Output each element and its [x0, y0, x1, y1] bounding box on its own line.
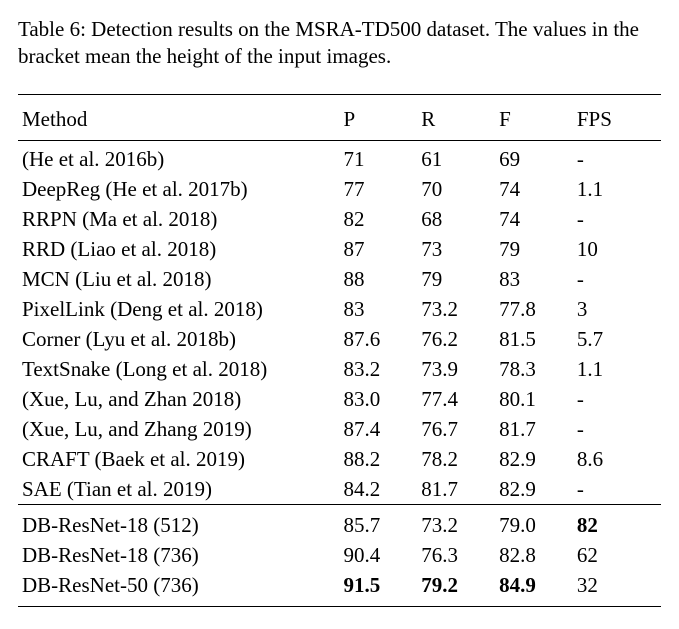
cell-p: 88.2 [340, 444, 418, 474]
table-row: DB-ResNet-50 (736)91.579.284.932 [18, 571, 661, 607]
cell-method: (Xue, Lu, and Zhan 2018) [18, 384, 340, 414]
cell-r: 76.2 [417, 324, 495, 354]
cell-f: 82.9 [495, 444, 573, 474]
cell-f: 79.0 [495, 505, 573, 541]
cell-fps: - [573, 140, 661, 174]
cell-fps: - [573, 414, 661, 444]
cell-method: TextSnake (Long et al. 2018) [18, 354, 340, 384]
cell-method: CRAFT (Baek et al. 2019) [18, 444, 340, 474]
cell-method: Corner (Lyu et al. 2018b) [18, 324, 340, 354]
cell-fps: 82 [573, 505, 661, 541]
cell-fps: - [573, 384, 661, 414]
cell-p: 83.2 [340, 354, 418, 384]
cell-p: 87.6 [340, 324, 418, 354]
cell-f: 82.9 [495, 474, 573, 505]
table-row: MCN (Liu et al. 2018)887983- [18, 264, 661, 294]
cell-fps: - [573, 264, 661, 294]
cell-f: 81.5 [495, 324, 573, 354]
col-header-f: F [495, 94, 573, 140]
table-row: (Xue, Lu, and Zhang 2019)87.476.781.7- [18, 414, 661, 444]
cell-r: 70 [417, 174, 495, 204]
cell-fps: 5.7 [573, 324, 661, 354]
cell-method: RRD (Liao et al. 2018) [18, 234, 340, 264]
cell-p: 88 [340, 264, 418, 294]
cell-p: 77 [340, 174, 418, 204]
table-row: CRAFT (Baek et al. 2019)88.278.282.98.6 [18, 444, 661, 474]
table-header-row: Method P R F FPS [18, 94, 661, 140]
table-row: DeepReg (He et al. 2017b)7770741.1 [18, 174, 661, 204]
cell-f: 84.9 [495, 571, 573, 607]
cell-r: 61 [417, 140, 495, 174]
cell-method: RRPN (Ma et al. 2018) [18, 204, 340, 234]
cell-p: 83.0 [340, 384, 418, 414]
table-row: RRPN (Ma et al. 2018)826874- [18, 204, 661, 234]
cell-f: 82.8 [495, 541, 573, 571]
cell-f: 79 [495, 234, 573, 264]
cell-r: 77.4 [417, 384, 495, 414]
table-row: DB-ResNet-18 (736)90.476.382.862 [18, 541, 661, 571]
cell-method: (He et al. 2016b) [18, 140, 340, 174]
cell-r: 73.9 [417, 354, 495, 384]
cell-r: 73.2 [417, 505, 495, 541]
table-row: PixelLink (Deng et al. 2018)8373.277.83 [18, 294, 661, 324]
cell-p: 91.5 [340, 571, 418, 607]
cell-p: 84.2 [340, 474, 418, 505]
cell-r: 68 [417, 204, 495, 234]
cell-fps: 62 [573, 541, 661, 571]
cell-method: MCN (Liu et al. 2018) [18, 264, 340, 294]
cell-r: 79 [417, 264, 495, 294]
cell-p: 87.4 [340, 414, 418, 444]
table-row: SAE (Tian et al. 2019)84.281.782.9- [18, 474, 661, 505]
table-row: TextSnake (Long et al. 2018)83.273.978.3… [18, 354, 661, 384]
cell-fps: - [573, 474, 661, 505]
cell-r: 81.7 [417, 474, 495, 505]
cell-f: 81.7 [495, 414, 573, 444]
cell-f: 77.8 [495, 294, 573, 324]
cell-f: 74 [495, 204, 573, 234]
cell-p: 85.7 [340, 505, 418, 541]
cell-fps: 8.6 [573, 444, 661, 474]
cell-f: 83 [495, 264, 573, 294]
cell-r: 76.3 [417, 541, 495, 571]
table-row: Corner (Lyu et al. 2018b)87.676.281.55.7 [18, 324, 661, 354]
cell-method: SAE (Tian et al. 2019) [18, 474, 340, 505]
cell-f: 69 [495, 140, 573, 174]
cell-p: 83 [340, 294, 418, 324]
cell-fps: - [573, 204, 661, 234]
col-header-r: R [417, 94, 495, 140]
cell-f: 74 [495, 174, 573, 204]
cell-method: DB-ResNet-18 (736) [18, 541, 340, 571]
cell-p: 87 [340, 234, 418, 264]
cell-r: 79.2 [417, 571, 495, 607]
cell-method: PixelLink (Deng et al. 2018) [18, 294, 340, 324]
cell-p: 82 [340, 204, 418, 234]
cell-method: (Xue, Lu, and Zhang 2019) [18, 414, 340, 444]
cell-r: 73.2 [417, 294, 495, 324]
table-body: (He et al. 2016b)716169-DeepReg (He et a… [18, 140, 661, 607]
cell-fps: 1.1 [573, 174, 661, 204]
cell-method: DB-ResNet-50 (736) [18, 571, 340, 607]
table-row: DB-ResNet-18 (512)85.773.279.082 [18, 505, 661, 541]
cell-fps: 1.1 [573, 354, 661, 384]
cell-fps: 3 [573, 294, 661, 324]
table-row: RRD (Liao et al. 2018)87737910 [18, 234, 661, 264]
col-header-fps: FPS [573, 94, 661, 140]
cell-method: DeepReg (He et al. 2017b) [18, 174, 340, 204]
table-caption: Table 6: Detection results on the MSRA-T… [18, 16, 661, 70]
cell-r: 78.2 [417, 444, 495, 474]
cell-p: 90.4 [340, 541, 418, 571]
cell-fps: 32 [573, 571, 661, 607]
table-row: (Xue, Lu, and Zhan 2018)83.077.480.1- [18, 384, 661, 414]
cell-p: 71 [340, 140, 418, 174]
cell-fps: 10 [573, 234, 661, 264]
cell-method: DB-ResNet-18 (512) [18, 505, 340, 541]
table-row: (He et al. 2016b)716169- [18, 140, 661, 174]
col-header-method: Method [18, 94, 340, 140]
cell-f: 78.3 [495, 354, 573, 384]
cell-r: 73 [417, 234, 495, 264]
cell-f: 80.1 [495, 384, 573, 414]
col-header-p: P [340, 94, 418, 140]
cell-r: 76.7 [417, 414, 495, 444]
results-table: Method P R F FPS (He et al. 2016b)716169… [18, 94, 661, 608]
